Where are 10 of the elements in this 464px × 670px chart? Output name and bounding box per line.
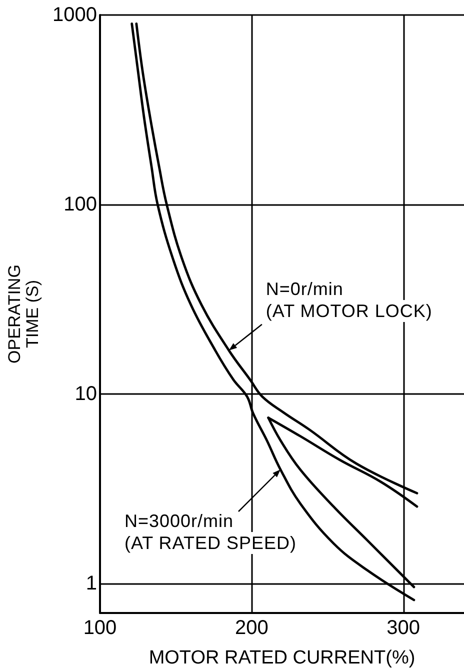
annotation: N=3000r/min (AT RATED SPEED) xyxy=(122,510,298,554)
y-tick-label: 1 xyxy=(86,572,97,595)
x-tick-label: 200 xyxy=(234,617,268,639)
y-tick-label: 10 xyxy=(74,383,97,406)
y-axis-title: OPERATING TIME (S) xyxy=(5,264,42,364)
y-tick-label: 100 xyxy=(64,194,97,216)
x-tick-label: 300 xyxy=(386,617,420,639)
x-axis-title: MOTOR RATED CURRENT(%) xyxy=(148,648,416,668)
annotation: N=0r/min (AT MOTOR LOCK) xyxy=(264,278,434,322)
y-tick-label: 1000 xyxy=(52,4,97,26)
